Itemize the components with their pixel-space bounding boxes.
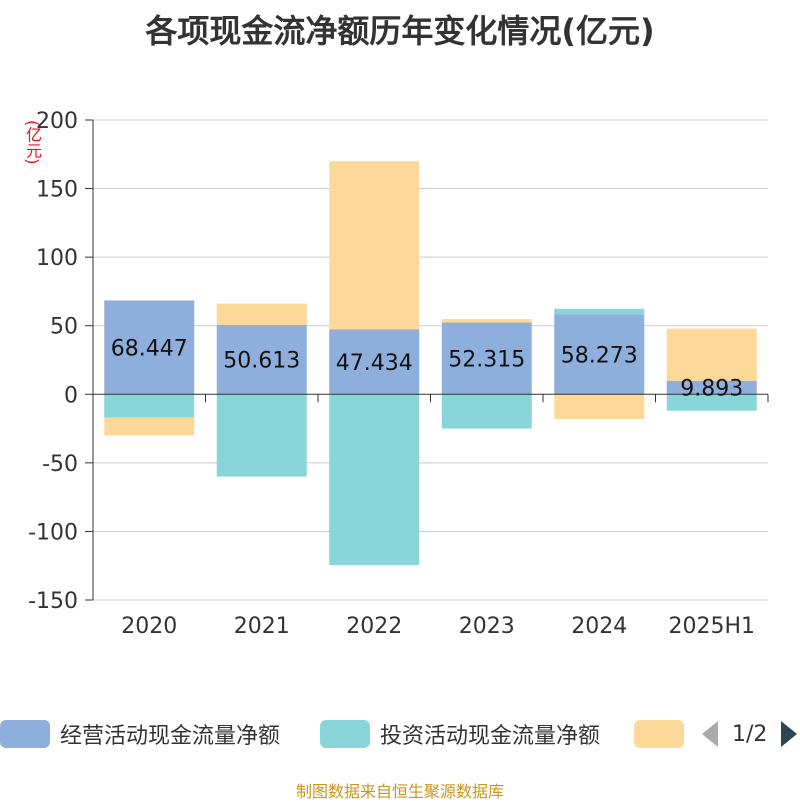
bar-series0-2023 bbox=[441, 322, 532, 395]
bar-series1-2021 bbox=[216, 394, 307, 477]
chart-title: 各项现金流净额历年变化情况(亿元) bbox=[145, 12, 655, 50]
triangle-right-icon[interactable] bbox=[777, 719, 799, 749]
bar-series2-2020 bbox=[104, 417, 195, 436]
data-label: 68.447 bbox=[111, 336, 188, 361]
bar-series2-2023 bbox=[441, 319, 532, 323]
bar-series0-2022 bbox=[329, 329, 420, 395]
y-tick-label: 0 bbox=[64, 383, 78, 408]
bar-series2-2022 bbox=[329, 161, 420, 330]
y-tick-label: -50 bbox=[42, 452, 78, 477]
data-label: 58.273 bbox=[561, 343, 638, 368]
y-tick-label: 100 bbox=[36, 246, 78, 271]
x-tick-label: 2023 bbox=[459, 614, 515, 639]
legend-page-indicator: 1/2 bbox=[732, 721, 768, 747]
legend-item-investing[interactable]: 投资活动现金流量净额 bbox=[320, 712, 600, 756]
bar-series1-2024 bbox=[554, 308, 645, 315]
legend-item-operating[interactable]: 经营活动现金流量净额 bbox=[0, 712, 280, 756]
x-tick-label: 2021 bbox=[234, 614, 290, 639]
bar-series0-2021 bbox=[216, 324, 307, 395]
legend: 经营活动现金流量净额 投资活动现金流量净额 1/2 bbox=[0, 712, 800, 756]
x-tick-label: 2024 bbox=[571, 614, 627, 639]
data-label: 47.434 bbox=[336, 351, 413, 376]
bar-chart: 200 150 100 50 0 -50 -100 -150 2020 2021 2022 2023 2… bbox=[28, 109, 769, 639]
bar-series2-2025H1 bbox=[666, 328, 757, 381]
legend-label-operating: 经营活动现金流量净额 bbox=[60, 724, 281, 749]
x-tick-label: 2025H1 bbox=[668, 614, 755, 639]
bar-series1-2022 bbox=[329, 394, 420, 566]
legend-swatch-investing bbox=[320, 720, 370, 748]
bar-series1-2023 bbox=[441, 394, 532, 429]
bar-series1-2025H1 bbox=[666, 394, 757, 411]
y-tick-label: -150 bbox=[28, 589, 78, 614]
legend-item-financing[interactable] bbox=[634, 712, 694, 756]
legend-swatch-operating bbox=[0, 720, 50, 748]
bar-series0-2024 bbox=[554, 314, 645, 395]
legend-pager: 1/2 bbox=[700, 712, 799, 756]
y-tick-label: 200 bbox=[36, 109, 78, 134]
y-axis-unit-label: (亿元) bbox=[23, 120, 42, 165]
triangle-left-icon[interactable] bbox=[700, 719, 722, 749]
bar-series2-2021 bbox=[216, 303, 307, 325]
x-tick-label: 2020 bbox=[121, 614, 177, 639]
bar-series2-2024 bbox=[554, 394, 645, 419]
y-tick-label: 150 bbox=[36, 178, 78, 203]
legend-label-investing: 投资活动现金流量净额 bbox=[380, 724, 601, 749]
data-label: 52.315 bbox=[448, 347, 525, 372]
bar-series0-2020 bbox=[104, 300, 195, 395]
y-tick-label: 50 bbox=[50, 315, 78, 340]
legend-swatch-financing bbox=[634, 720, 684, 748]
data-label: 50.613 bbox=[223, 349, 300, 374]
data-label: 9.893 bbox=[680, 377, 743, 402]
y-tick-label: -100 bbox=[28, 520, 78, 545]
source-footer: 制图数据来自恒生聚源数据库 bbox=[295, 782, 504, 801]
x-tick-label: 2022 bbox=[346, 614, 402, 639]
bar-series0-2025H1 bbox=[666, 380, 757, 395]
bar-series1-2020 bbox=[104, 394, 195, 418]
